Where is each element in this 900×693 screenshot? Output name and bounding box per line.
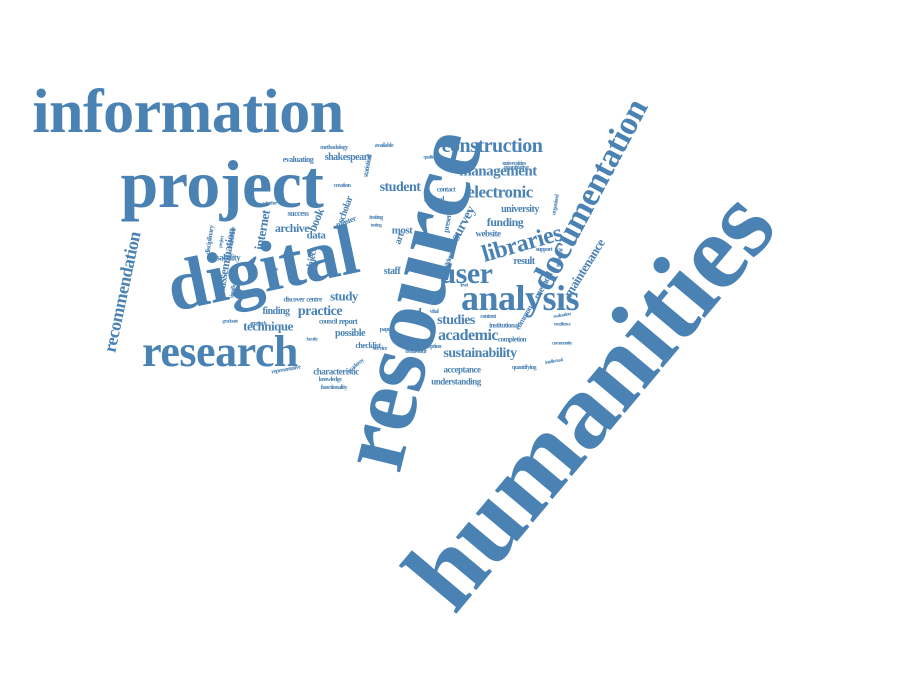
- cloud-word: quantifying: [511, 365, 537, 371]
- cloud-word: management: [459, 163, 537, 180]
- cloud-word: technique: [243, 318, 293, 334]
- cloud-word: result: [513, 256, 535, 267]
- cloud-word: service: [372, 346, 388, 352]
- cloud-word: finding: [262, 306, 290, 317]
- cloud-word: testing: [370, 223, 382, 229]
- cloud-word: community: [552, 341, 572, 347]
- cloud-word: qualitative: [423, 155, 441, 161]
- cloud-word: usability: [211, 252, 241, 263]
- cloud-word: user: [439, 257, 494, 290]
- cloud-word: statistical: [361, 153, 374, 178]
- cloud-word: research: [142, 327, 298, 376]
- cloud-word: analysis: [460, 278, 580, 318]
- cloud-word: council: [319, 317, 337, 326]
- cloud-word: website: [475, 228, 502, 239]
- cloud-word: evaluating: [282, 155, 314, 164]
- cloud-word: level: [460, 283, 468, 289]
- cloud-word: graduate: [222, 319, 238, 325]
- cloud-word: functionality: [320, 385, 348, 391]
- cloud-word: acceptance: [443, 364, 481, 375]
- cloud-word: staff: [383, 266, 401, 277]
- cloud-word: practice: [297, 304, 343, 319]
- cloud-word: critical: [424, 195, 444, 204]
- cloud-word: excellence: [553, 322, 571, 328]
- cloud-word: most: [391, 224, 413, 237]
- cloud-word: success: [287, 209, 309, 218]
- cloud-word: good: [398, 305, 422, 319]
- cloud-word: approach: [249, 321, 267, 327]
- cloud-word: checklist: [355, 341, 381, 350]
- cloud-word: archive: [274, 221, 310, 235]
- cloud-word: student: [379, 180, 421, 195]
- cloud-word: centre: [306, 295, 322, 304]
- cloud-word: behaviour: [405, 349, 427, 355]
- cloud-word: paper: [379, 327, 393, 333]
- cloud-word: data: [306, 229, 326, 242]
- cloud-word: report: [338, 317, 358, 326]
- cloud-word: available: [374, 143, 394, 149]
- cloud-word: perception: [418, 344, 442, 350]
- cloud-word: many: [400, 312, 420, 323]
- cloud-word: recommendation: [99, 229, 145, 355]
- cloud-word: testing: [369, 215, 383, 221]
- cloud-word: support: [535, 247, 553, 253]
- cloud-word: knowledge: [318, 377, 342, 383]
- cloud-word: possible: [335, 328, 365, 339]
- cloud-word: content: [480, 314, 496, 320]
- cloud-word: whether: [263, 201, 278, 207]
- cloud-word: characteristic: [313, 366, 359, 377]
- cloud-word: funding: [486, 215, 524, 229]
- cloud-word: shakespeare: [324, 152, 372, 163]
- cloud-word: methodology: [320, 145, 348, 151]
- cloud-word: project: [120, 146, 324, 222]
- cloud-word: vital: [429, 309, 439, 315]
- cloud-word: discover: [283, 295, 305, 304]
- cloud-word: creation: [333, 183, 351, 189]
- cloud-word: completion: [497, 335, 527, 344]
- cloud-word: sustainability: [443, 346, 517, 361]
- cloud-word: quantitative: [503, 165, 529, 171]
- cloud-word: academic: [438, 327, 498, 344]
- cloud-word: electronic: [467, 182, 533, 202]
- cloud-word: contact: [436, 185, 456, 194]
- cloud-word: usage: [266, 267, 278, 273]
- cloud-word: construction: [441, 135, 543, 157]
- cloud-word: faculty: [306, 337, 318, 343]
- cloud-word: university: [501, 204, 539, 215]
- cloud-word: studies: [437, 313, 475, 328]
- cloud-word: study: [330, 288, 358, 304]
- cloud-word: information: [32, 78, 344, 146]
- cloud-word: institutional: [489, 321, 519, 330]
- cloud-word: understanding: [431, 376, 481, 387]
- cloud-word: universities: [502, 161, 526, 167]
